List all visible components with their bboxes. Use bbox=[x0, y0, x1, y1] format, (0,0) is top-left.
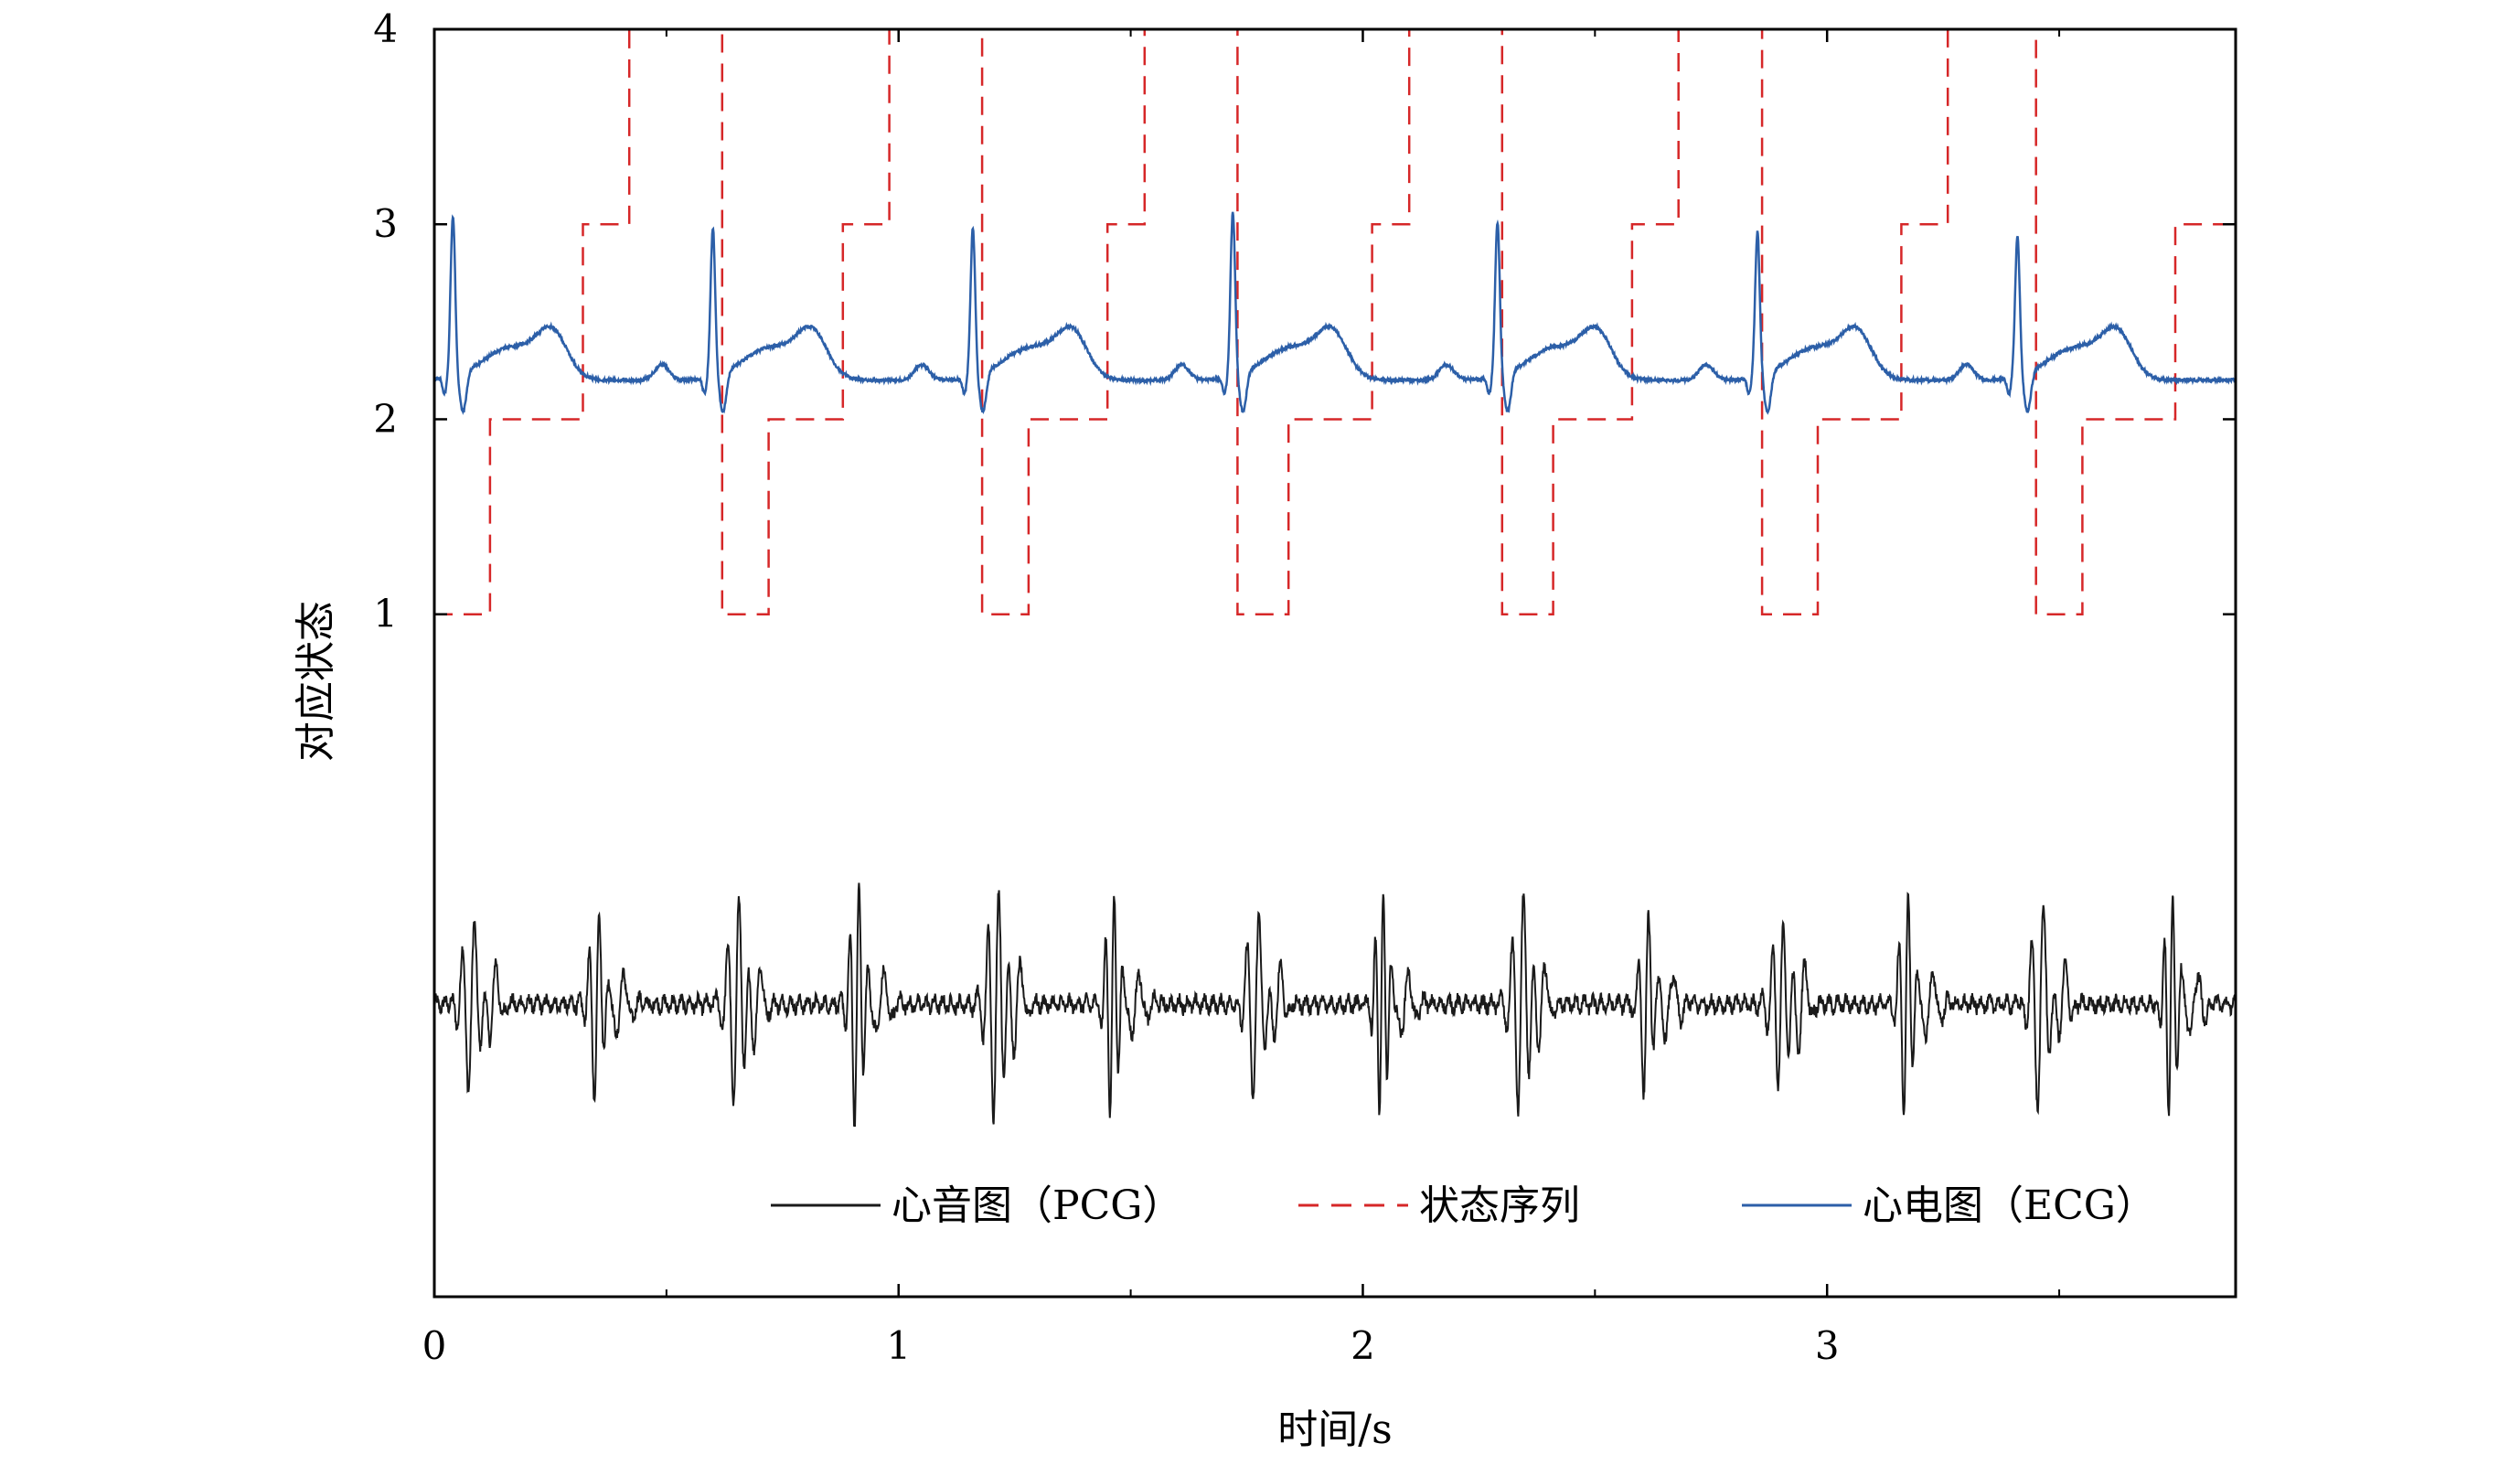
x-tick-label: 0 bbox=[422, 1323, 447, 1368]
series-layer bbox=[434, 29, 2236, 1128]
state-sequence-line bbox=[434, 29, 2236, 615]
x-axis-label: 时间/s bbox=[1277, 1406, 1392, 1453]
legend-label-pcg: 心音图（PCG） bbox=[892, 1182, 1182, 1229]
ecg-series-line bbox=[434, 211, 2236, 415]
x-tick-label: 1 bbox=[886, 1323, 911, 1368]
y-tick-label: 3 bbox=[373, 201, 398, 246]
tick-layer: 0 1 2 3 1 2 3 4 bbox=[373, 6, 2236, 1368]
plot-frame bbox=[432, 27, 2237, 1299]
legend-label-state: 状态序列 bbox=[1419, 1182, 1580, 1229]
x-tick-label: 3 bbox=[1815, 1323, 1840, 1368]
pcg-series-line bbox=[434, 882, 2236, 1128]
legend-label-ecg: 心电图（ECG） bbox=[1863, 1182, 2156, 1229]
y-tick-label: 1 bbox=[373, 592, 398, 636]
plot-area bbox=[434, 29, 2236, 1128]
x-tick-label: 2 bbox=[1351, 1323, 1375, 1368]
y-tick-label: 2 bbox=[373, 396, 398, 441]
y-tick-label: 4 bbox=[373, 6, 398, 51]
y-axis-label: 对应状态 bbox=[293, 601, 339, 762]
legend: 心音图（PCG） 状态序列 心电图（ECG） bbox=[771, 1182, 2156, 1229]
